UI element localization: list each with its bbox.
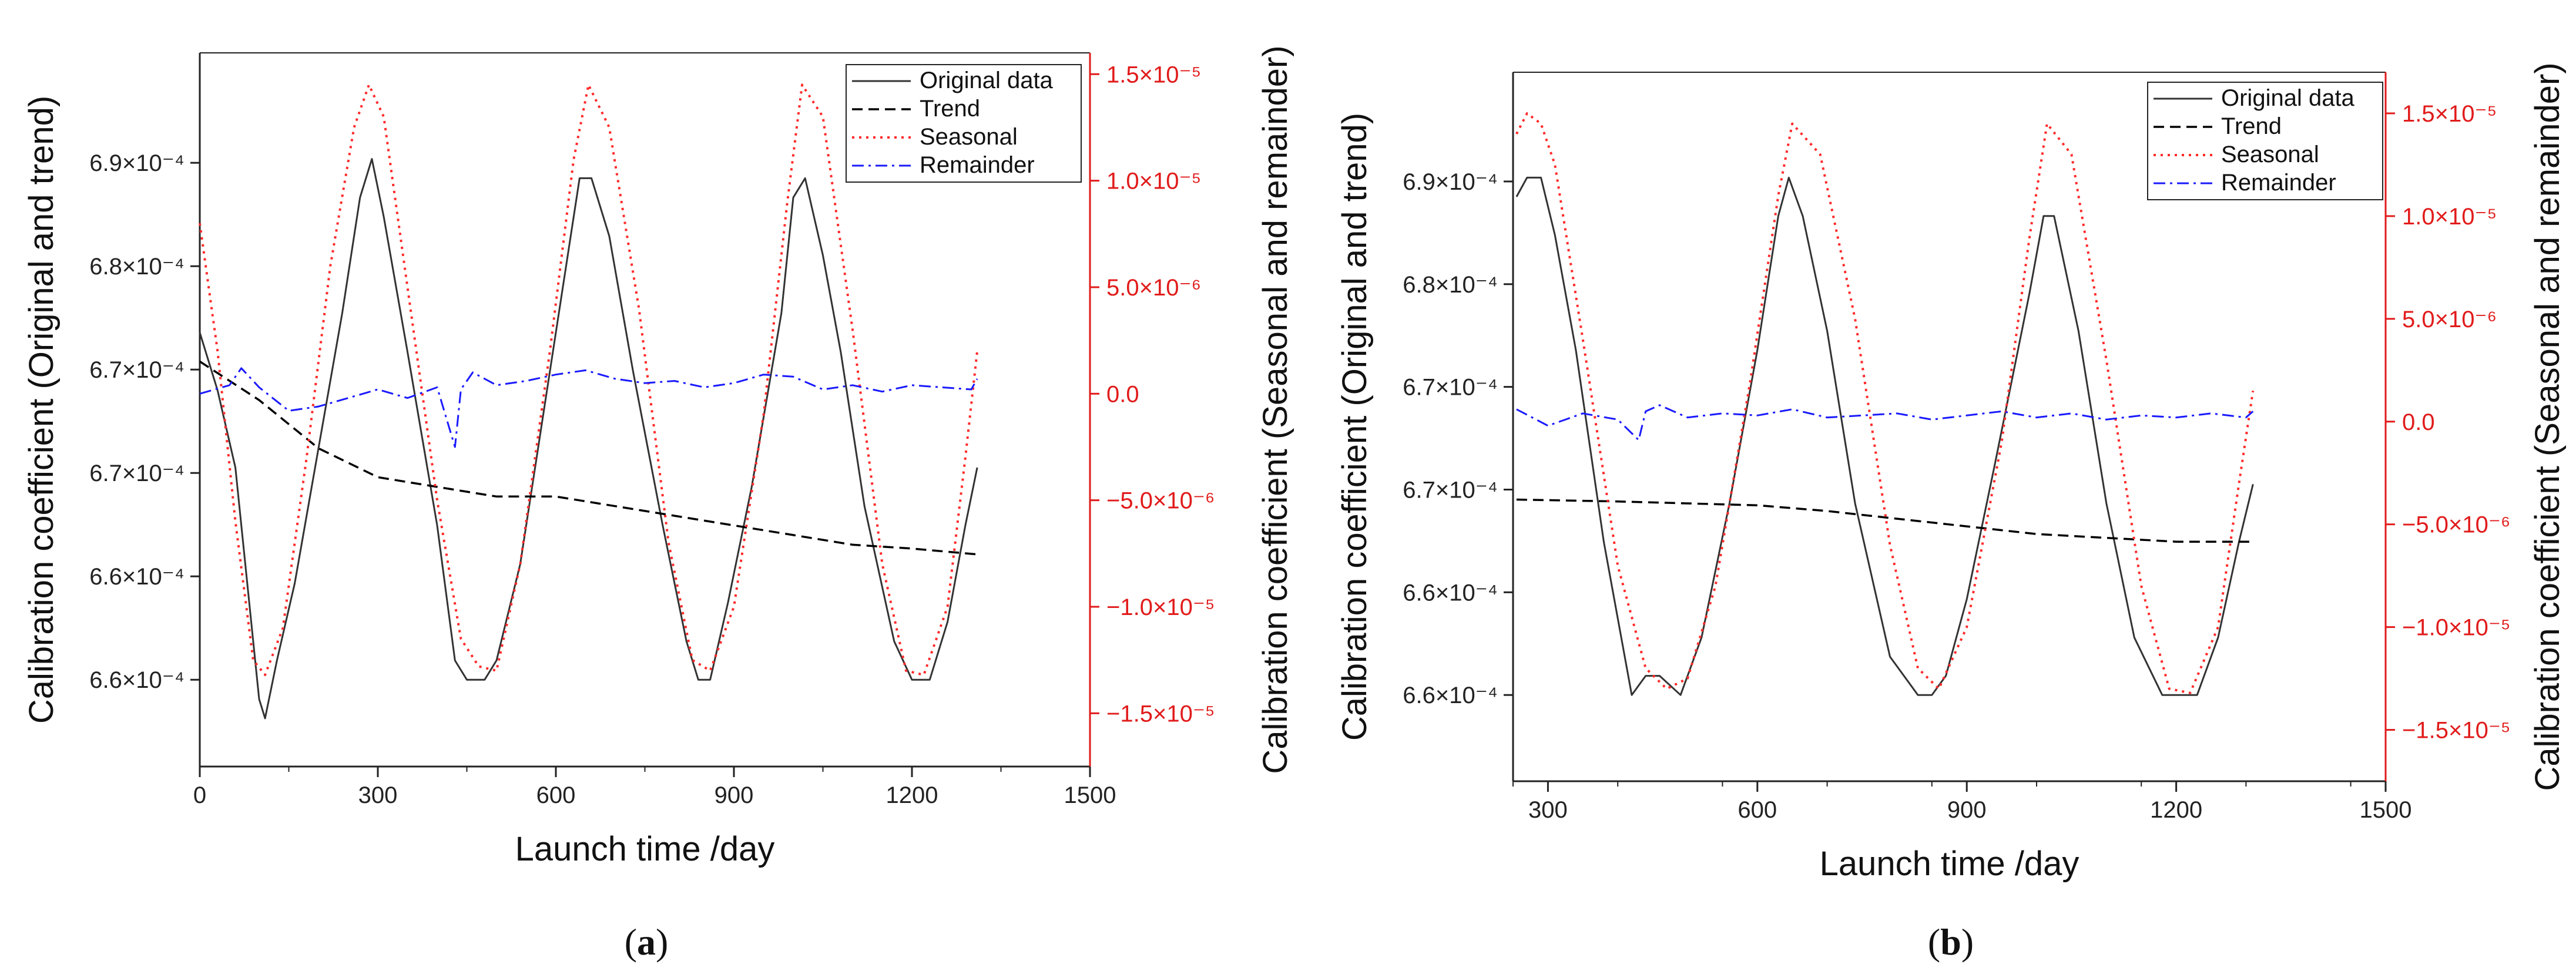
y-left-tick-label: 6.9×10⁻⁴	[1403, 169, 1498, 195]
series-seasonal	[1515, 112, 2255, 694]
x-tick-label: 300	[1528, 797, 1568, 823]
y-right-tick-label: 0.0	[2402, 409, 2435, 435]
y-left-tick-label: 6.6×10⁻⁴	[1403, 683, 1498, 708]
y-right-axis-title: Calibration coefficient (Seasonal and re…	[1256, 45, 1294, 774]
panel-label: (a)	[625, 921, 669, 963]
y-right-tick-label: −1.5×10⁻⁵	[2402, 718, 2511, 744]
legend-box	[846, 64, 1082, 183]
y-right-tick-label: 0.0	[1106, 381, 1139, 407]
series-remainder	[1516, 404, 2254, 441]
y-left-tick-label: 6.6×10⁻⁴	[1403, 580, 1498, 606]
legend-entry: Original data	[920, 68, 1054, 93]
legend-box	[2147, 82, 2383, 200]
x-axis-title: Launch time /day	[515, 830, 775, 868]
legend-entry: Trend	[920, 96, 980, 122]
y-left-tick-label: 6.8×10⁻⁴	[1403, 272, 1498, 298]
x-tick-label: 900	[1947, 797, 1987, 823]
x-tick-label: 600	[536, 782, 576, 808]
panel-label-close: )	[1961, 921, 1974, 963]
panel-label-open: (	[1928, 921, 1940, 963]
x-tick-label: 900	[715, 782, 754, 808]
x-tick-label: 1500	[1064, 782, 1116, 808]
y-right-tick-label: 1.0×10⁻⁵	[1106, 169, 1201, 194]
y-left-tick-label: 6.7×10⁻⁴	[1403, 477, 1498, 503]
y-right-tick-label: −5.0×10⁻⁶	[2402, 512, 2510, 538]
y-left-tick-label: 6.8×10⁻⁴	[89, 254, 185, 280]
y-left-axis-title: Calibration coefficient (Original and tr…	[22, 96, 61, 724]
y-left-tick-label: 6.6×10⁻⁴	[89, 667, 185, 693]
legend-entry: Remainder	[920, 152, 1035, 178]
y-left-tick-label: 6.7×10⁻⁴	[89, 461, 185, 486]
x-axis-title: Launch time /day	[1820, 845, 2079, 883]
legend-entry: Seasonal	[920, 124, 1018, 150]
x-tick-label: 0	[193, 782, 206, 808]
series-seasonal	[199, 83, 979, 676]
legend-entry: Remainder	[2221, 170, 2336, 196]
x-tick-label: 300	[358, 782, 398, 808]
x-tick-label: 1200	[2150, 797, 2202, 823]
legend-entry: Original data	[2221, 85, 2355, 111]
y-right-tick-label: 1.5×10⁻⁵	[1106, 62, 1201, 88]
y-right-axis-title: Calibration coefficient (Seasonal and re…	[2528, 62, 2567, 791]
panel-label-letter: b	[1940, 921, 1961, 963]
legend-entry: Trend	[2221, 113, 2282, 139]
y-left-tick-label: 6.9×10⁻⁴	[89, 150, 185, 176]
y-right-tick-label: −1.0×10⁻⁵	[2402, 615, 2511, 641]
x-tick-label: 1200	[886, 782, 938, 808]
y-left-axis-title: Calibration coefficient (Original and tr…	[1336, 113, 1374, 741]
panel-label: (b)	[1928, 921, 1974, 963]
y-left-tick-label: 6.7×10⁻⁴	[1403, 375, 1498, 401]
y-right-tick-label: 5.0×10⁻⁶	[2402, 307, 2497, 332]
legend-entry: Seasonal	[2221, 142, 2319, 167]
x-tick-label: 600	[1738, 797, 1777, 823]
y-right-tick-label: 1.0×10⁻⁵	[2402, 204, 2497, 230]
y-left-tick-label: 6.6×10⁻⁴	[89, 564, 185, 590]
panel-label-letter: a	[637, 921, 656, 963]
panel-label-open: (	[625, 921, 637, 963]
y-right-tick-label: −1.0×10⁻⁵	[1106, 594, 1215, 620]
series-original-data	[199, 158, 978, 720]
panel-label-close: )	[656, 921, 668, 963]
y-right-tick-label: 1.5×10⁻⁵	[2402, 101, 2497, 127]
series-trend	[1516, 498, 2253, 543]
series-trend	[199, 360, 978, 556]
y-right-tick-label: −5.0×10⁻⁶	[1106, 488, 1215, 514]
y-right-tick-label: −1.5×10⁻⁵	[1106, 701, 1215, 727]
series-original-data	[1515, 176, 2254, 696]
series-remainder	[199, 367, 978, 448]
y-right-tick-label: 5.0×10⁻⁶	[1106, 275, 1201, 301]
panel-a: 0 300 600 900 1200 1500 6.6×10⁻⁴ 6.6×10⁻⁴ 6.7×10…	[22, 45, 1294, 963]
panel-b: 300 600 900 1200 1500 6.6×10⁻⁴ 6.6×10⁻⁴ 6.7×10⁻…	[1336, 62, 2567, 963]
y-left-tick-label: 6.7×10⁻⁴	[89, 357, 185, 383]
x-tick-label: 1500	[2360, 797, 2412, 823]
